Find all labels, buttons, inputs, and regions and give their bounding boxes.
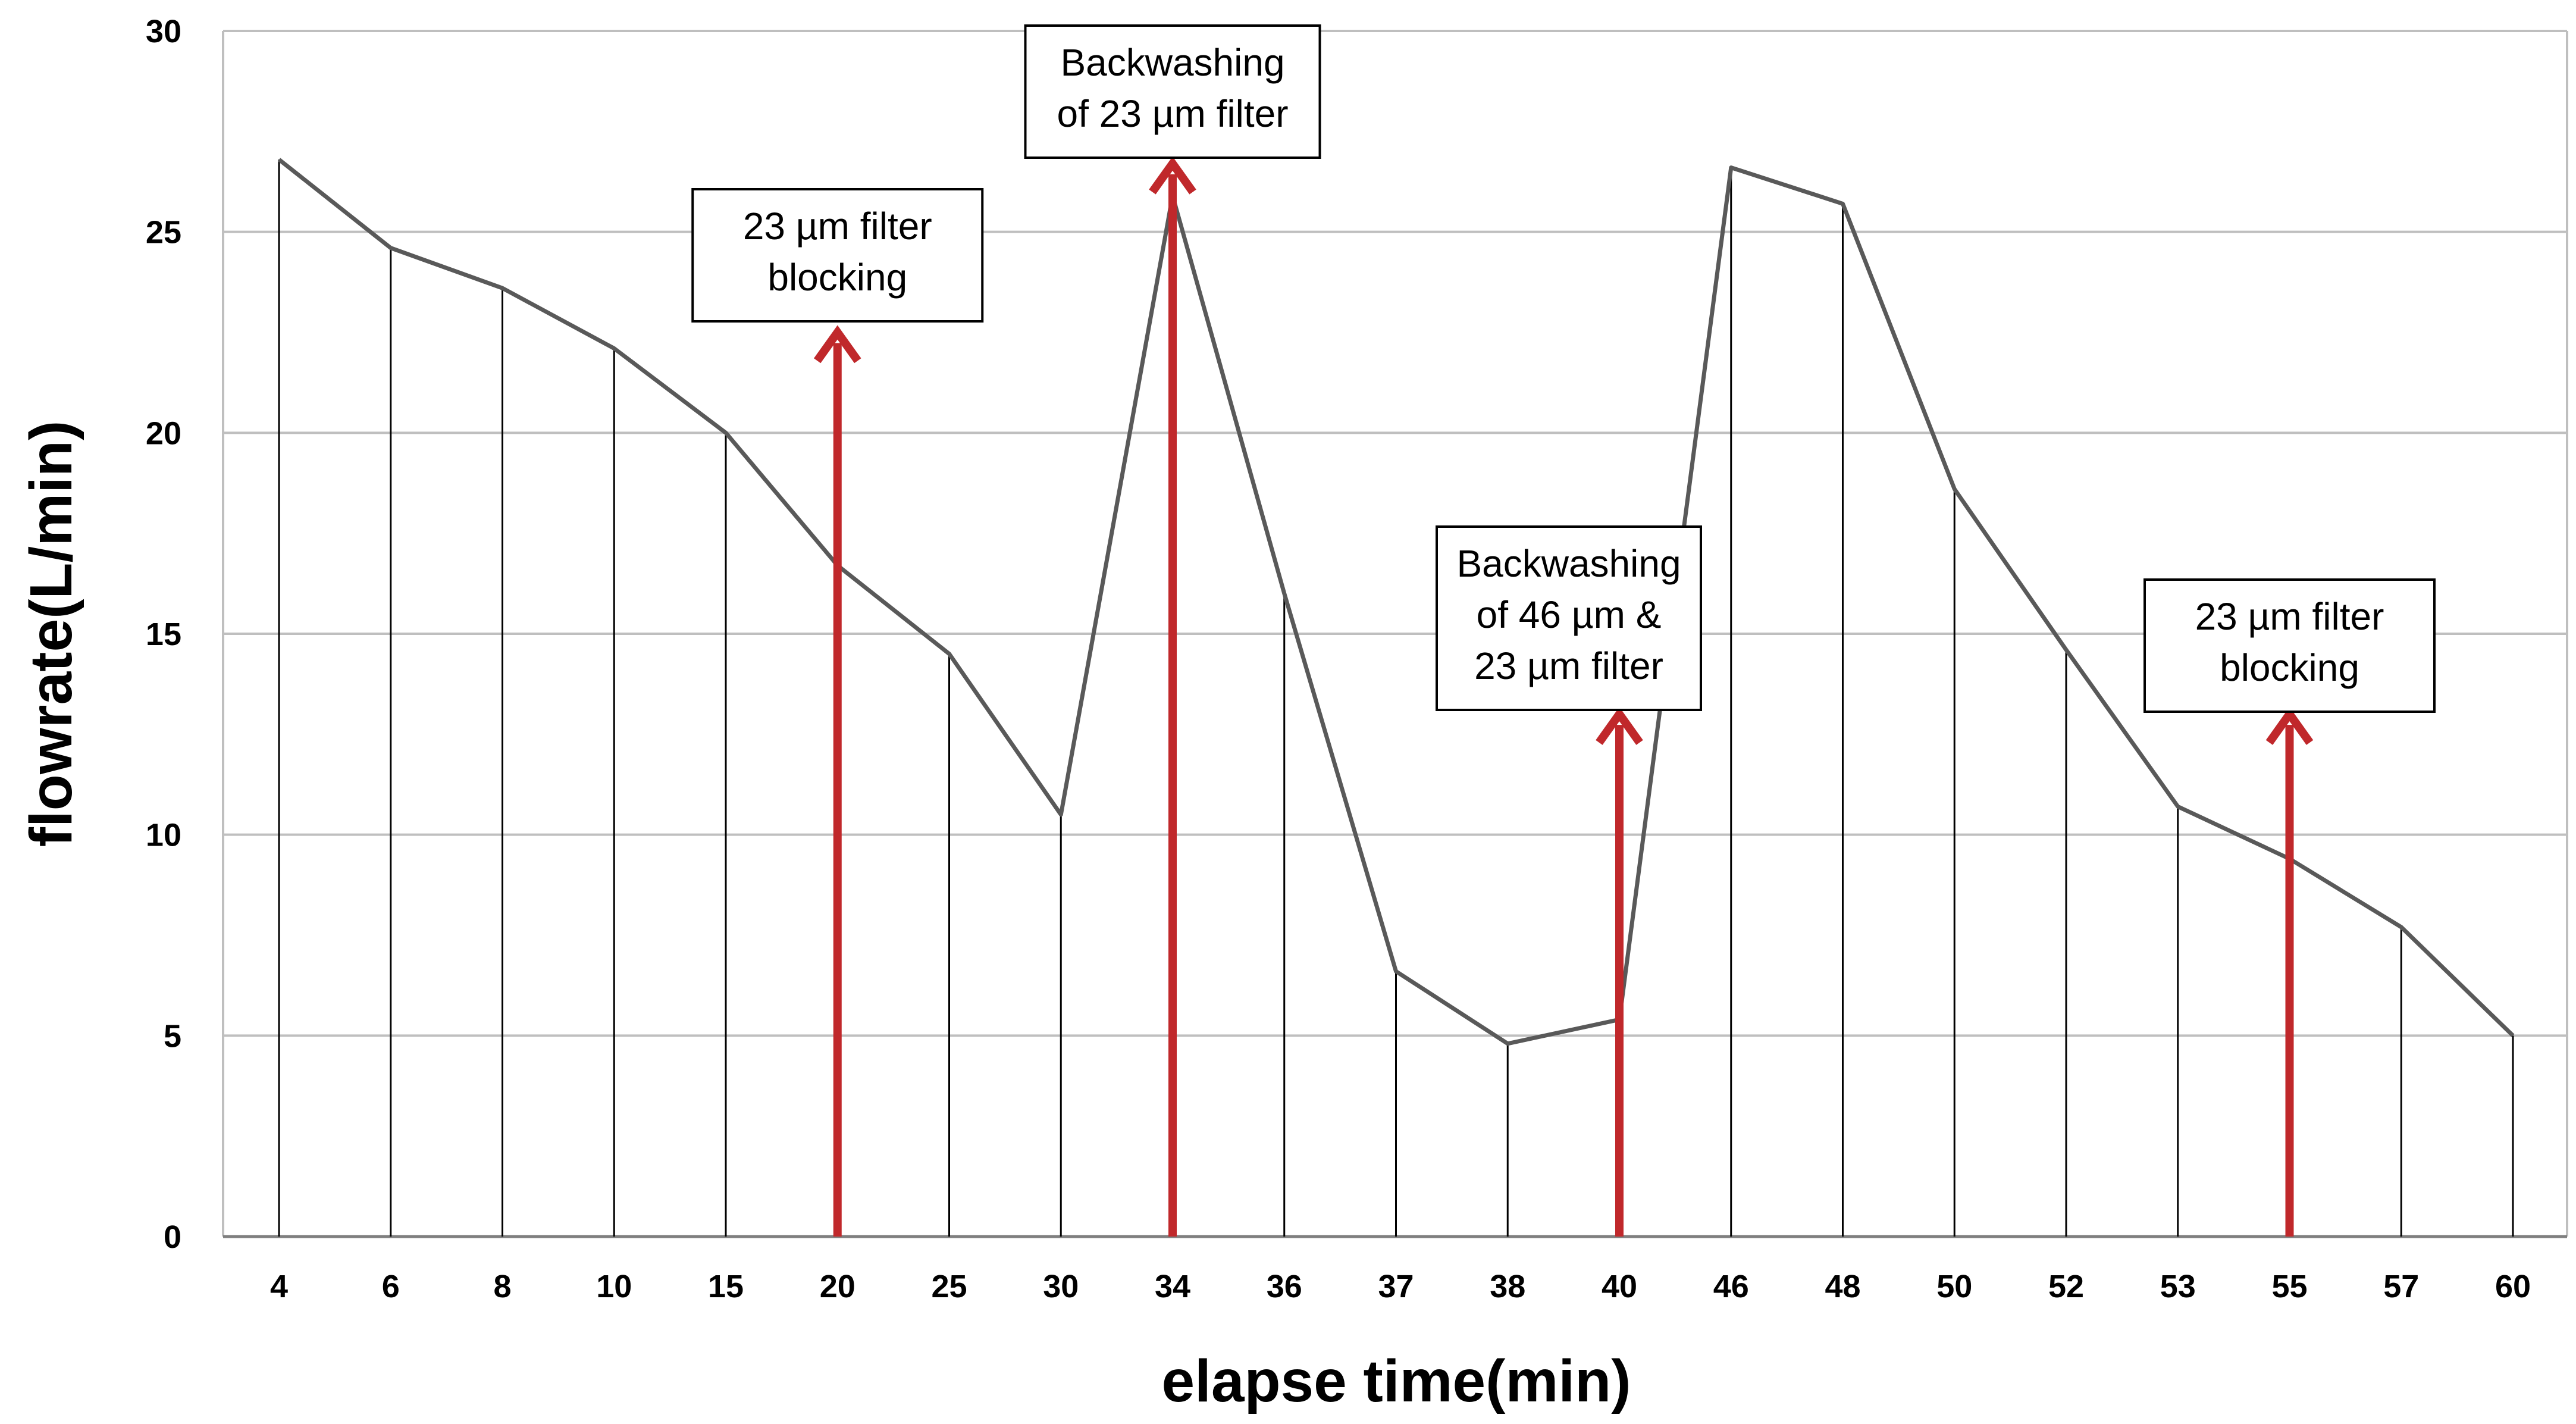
annotation-box: [691, 188, 984, 323]
x-tick-label: 53: [2160, 1269, 2196, 1304]
x-tick-label: 40: [1602, 1269, 1637, 1304]
x-tick-label: 4: [270, 1269, 288, 1304]
annotation-box: [1436, 525, 1702, 711]
x-axis-title: elapse time(min): [1161, 1348, 1631, 1414]
x-tick-label: 60: [2495, 1269, 2531, 1304]
x-tick-label: 36: [1267, 1269, 1302, 1304]
y-tick-label: 20: [146, 415, 181, 451]
x-tick-label: 15: [708, 1269, 744, 1304]
y-axis-title: flowrate(L/min): [18, 421, 84, 847]
annotation-text: of 23 µm filter: [1057, 92, 1289, 135]
x-tick-label: 20: [820, 1269, 855, 1304]
annotation-text: blocking: [2220, 646, 2359, 689]
y-tick-labels: 0 5 10 15 20 25 30: [146, 14, 181, 1255]
x-tick-label: 6: [382, 1269, 400, 1304]
x-tick-label: 8: [493, 1269, 511, 1304]
annotation-arrowhead: [2265, 707, 2314, 745]
x-tick-label: 38: [1490, 1269, 1525, 1304]
annotation-box: [1024, 24, 1321, 159]
annotation-text: Backwashing: [1456, 542, 1681, 585]
y-tick-label: 5: [164, 1018, 181, 1054]
annotation-arrowhead: [1149, 156, 1196, 195]
y-tick-label: 25: [146, 215, 181, 251]
series: [277, 158, 2515, 1046]
annotation-text: of 46 µm &: [1477, 593, 1662, 636]
x-tick-label: 30: [1043, 1269, 1079, 1304]
x-tick-label: 10: [596, 1269, 632, 1304]
grid-lines: [223, 30, 2567, 1037]
x-tick-label: 55: [2271, 1269, 2307, 1304]
x-tick-label: 37: [1378, 1269, 1414, 1304]
x-tick-label: 48: [1825, 1269, 1860, 1304]
annotations: 23 µm filter blocking Backwashing of 23 µm …: [691, 24, 2436, 713]
annotation-text: blocking: [767, 256, 907, 299]
annotation-box: [2143, 578, 2436, 713]
y-tick-label: 15: [146, 616, 181, 652]
x-tick-label: 25: [931, 1269, 967, 1304]
y-tick-label: 0: [164, 1219, 181, 1255]
y-tick-label: 10: [146, 818, 181, 853]
annotation-arrows: [813, 156, 2314, 1237]
annotation-text: 23 µm filter: [743, 205, 932, 248]
x-tick-label: 52: [2048, 1269, 2084, 1304]
annotation-text: Backwashing: [1060, 41, 1284, 84]
x-tick-label: 34: [1155, 1269, 1190, 1304]
y-tick-label: 30: [146, 14, 181, 49]
x-tick-label: 57: [2383, 1269, 2419, 1304]
annotation-text: 23 µm filter: [1474, 644, 1663, 687]
annotation-arrowhead: [813, 325, 861, 364]
annotation-arrowhead: [1596, 707, 1643, 745]
x-tick-labels: 4 6 8 10 15 20 25 30 34 36 37 38 40 46 48 50 52 53 55 57 60: [270, 1269, 2531, 1304]
x-tick-label: 50: [1936, 1269, 1972, 1304]
series-line: [277, 158, 2515, 1046]
x-tick-label: 46: [1713, 1269, 1749, 1304]
annotation-text: 23 µm filter: [2195, 595, 2384, 638]
